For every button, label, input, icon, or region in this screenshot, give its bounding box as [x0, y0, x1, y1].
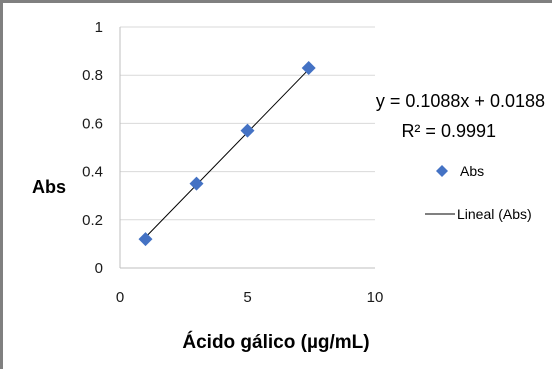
- y-tick-label: 1: [95, 19, 103, 36]
- y-tick-label: 0.2: [82, 212, 103, 229]
- y-tick-label: 0.8: [82, 67, 103, 84]
- y-tick-label: 0.6: [82, 115, 103, 132]
- data-point: [189, 176, 204, 191]
- legend-marker-abs: [436, 165, 448, 177]
- trendline: [145, 69, 310, 238]
- trendline-equation: y = 0.1088x + 0.0188: [376, 91, 545, 111]
- data-point: [240, 123, 255, 138]
- data-point: [301, 60, 316, 75]
- y-axis-title: Abs: [32, 177, 66, 197]
- x-tick-label: 10: [367, 289, 384, 306]
- y-tick-label: 0: [95, 260, 103, 277]
- series-layer: [138, 60, 316, 247]
- x-tick-labels: 0 5 10: [116, 289, 384, 306]
- x-tick-label: 0: [116, 289, 124, 306]
- gridlines: [120, 26, 375, 221]
- r-squared-label: R² = 0.9991: [401, 121, 496, 141]
- x-axis-title: Ácido gálico (µg/mL): [182, 331, 369, 353]
- y-tick-label: 0.4: [82, 164, 103, 181]
- y-tick-labels: 0 0.2 0.4 0.6 0.8 1: [82, 19, 103, 277]
- legend: Abs Lineal (Abs): [425, 163, 532, 222]
- data-point: [138, 232, 153, 247]
- legend-label-lineal: Lineal (Abs): [457, 206, 532, 222]
- x-tick-label: 5: [243, 289, 251, 306]
- legend-label-abs: Abs: [460, 163, 484, 179]
